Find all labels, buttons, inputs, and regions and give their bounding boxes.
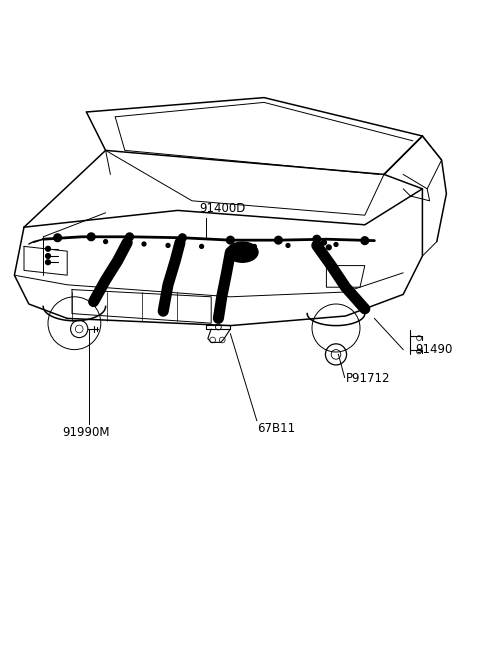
Circle shape xyxy=(361,237,369,245)
Circle shape xyxy=(252,245,256,249)
Circle shape xyxy=(46,254,50,258)
Circle shape xyxy=(87,233,95,241)
Circle shape xyxy=(322,240,326,245)
Text: P91712: P91712 xyxy=(346,372,390,385)
Circle shape xyxy=(126,233,133,241)
Circle shape xyxy=(286,243,290,247)
Text: 91400D: 91400D xyxy=(199,202,246,215)
Ellipse shape xyxy=(227,242,258,262)
Circle shape xyxy=(227,236,234,244)
Circle shape xyxy=(46,247,50,251)
Circle shape xyxy=(334,243,338,247)
Circle shape xyxy=(275,236,282,244)
Text: 67B11: 67B11 xyxy=(257,422,295,434)
Circle shape xyxy=(104,239,108,243)
Circle shape xyxy=(179,234,186,241)
Circle shape xyxy=(313,236,321,243)
Circle shape xyxy=(326,245,331,250)
Circle shape xyxy=(46,260,50,264)
Circle shape xyxy=(54,234,61,241)
Circle shape xyxy=(166,243,170,247)
Circle shape xyxy=(314,243,319,247)
Text: 91990M: 91990M xyxy=(63,426,110,440)
Circle shape xyxy=(200,245,204,249)
Circle shape xyxy=(142,242,146,246)
Text: 91490: 91490 xyxy=(415,343,453,356)
